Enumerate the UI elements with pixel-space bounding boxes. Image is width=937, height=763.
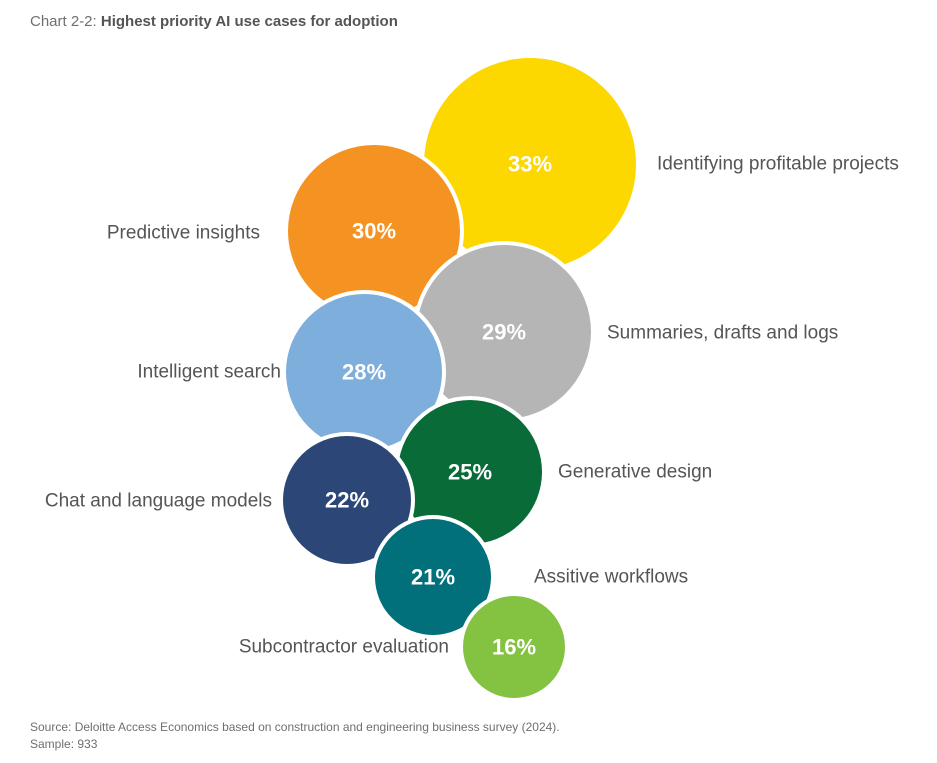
bubble-assitive-workflows xyxy=(371,515,495,639)
category-label-chat-and-language-models: Chat and language models xyxy=(45,491,272,512)
bubble-group-predictive-insights: 30% Predictive insights xyxy=(107,141,464,321)
category-label-summaries-drafts-and-logs: Summaries, drafts and logs xyxy=(607,323,838,344)
chart-title-prefix: Chart 2-2: xyxy=(30,13,97,30)
category-label-predictive-insights: Predictive insights xyxy=(107,223,260,244)
value-label-subcontractor-evaluation: 16% xyxy=(492,635,536,660)
bubble-group-generative-design: 25% Generative design xyxy=(394,396,712,548)
bubble-group-subcontractor-evaluation: 16% Subcontractor evaluation xyxy=(239,592,569,702)
value-label-generative-design: 25% xyxy=(448,460,492,485)
value-label-predictive-insights: 30% xyxy=(352,219,396,244)
value-label-identifying-profitable-projects: 33% xyxy=(508,152,552,177)
bubble-subcontractor-evaluation xyxy=(459,592,569,702)
bubble-group-intelligent-search: 28% Intelligent search xyxy=(137,290,446,454)
source-note: Source: Deloitte Access Economics based … xyxy=(30,720,560,734)
category-label-subcontractor-evaluation: Subcontractor evaluation xyxy=(239,637,449,658)
bubble-group-chat-and-language-models: 22% Chat and language models xyxy=(45,432,415,568)
category-label-intelligent-search: Intelligent search xyxy=(137,362,281,383)
value-label-intelligent-search: 28% xyxy=(342,360,386,385)
bubble-group-summaries-drafts-and-logs: 29% Summaries, drafts and logs xyxy=(413,241,838,423)
sample-note: Sample: 933 xyxy=(30,737,98,751)
bubble-group-identifying-profitable-projects: 33% Identifying profitable projects xyxy=(420,54,899,274)
chart-title-main: Highest priority AI use cases for adopti… xyxy=(100,13,398,30)
bubble-chat-and-language-models xyxy=(279,432,415,568)
category-label-generative-design: Generative design xyxy=(558,462,712,483)
value-label-assitive-workflows: 21% xyxy=(411,565,455,590)
chart-title: Chart 2-2: Highest priority AI use cases… xyxy=(30,13,398,30)
category-label-assitive-workflows: Assitive workflows xyxy=(534,567,688,588)
value-label-chat-and-language-models: 22% xyxy=(325,488,369,513)
value-label-summaries-drafts-and-logs: 29% xyxy=(482,320,526,345)
category-label-identifying-profitable-projects: Identifying profitable projects xyxy=(657,154,899,175)
bubble-group-assitive-workflows: 21% Assitive workflows xyxy=(371,515,688,639)
